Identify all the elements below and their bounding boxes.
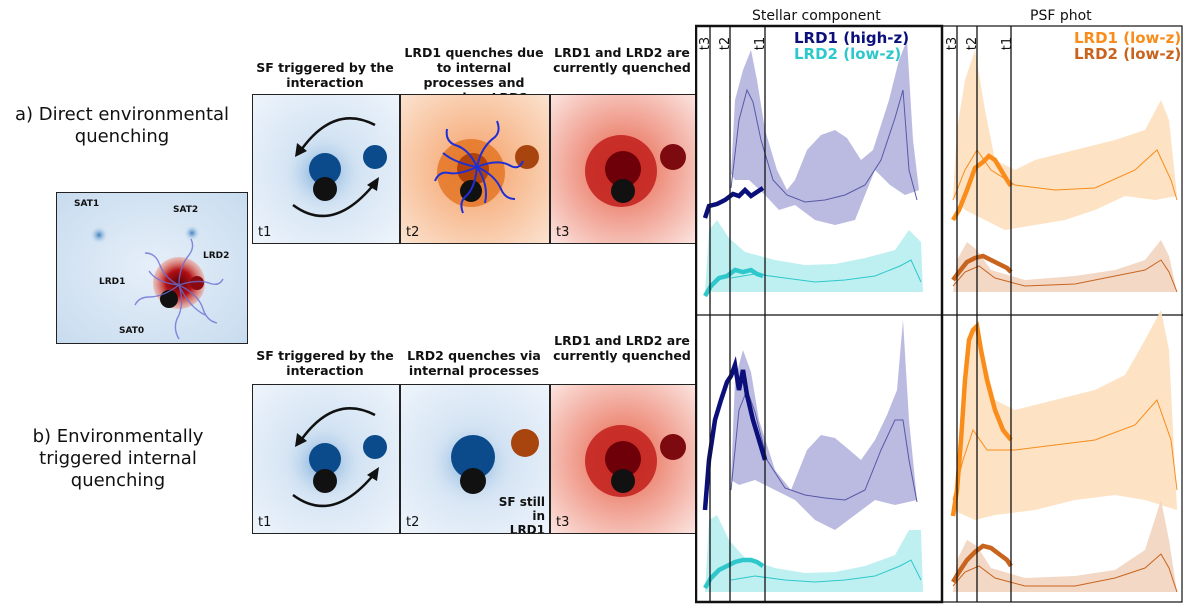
time-label-a1: t1 bbox=[258, 225, 272, 240]
legend-lrd2-low-right: LRD2 (low-z) bbox=[1074, 45, 1182, 63]
time-label-b1: t1 bbox=[258, 515, 272, 530]
row-label-a: a) Direct environmental quenching bbox=[14, 104, 230, 147]
panel-a-t2: t2 bbox=[400, 94, 550, 244]
label-lrd2: LRD2 bbox=[203, 251, 230, 261]
legend-lrd2-low-left: LRD2 (low-z) bbox=[794, 45, 902, 63]
lrd2-low-thick-a bbox=[703, 267, 764, 298]
lrd2-low-median-right-a bbox=[952, 259, 1178, 293]
lrd1-high-median-a bbox=[730, 88, 918, 203]
row-label-b: b) Environmentally triggered internal qu… bbox=[32, 426, 204, 491]
caption-b1: SF triggered by the interaction bbox=[256, 348, 394, 378]
time-label-a3: t3 bbox=[556, 225, 570, 240]
lrd2-low-band-a bbox=[705, 220, 923, 292]
lrd1-low-median-b bbox=[952, 399, 1178, 501]
outflow-lines bbox=[134, 238, 224, 340]
panel-a-t3: t3 bbox=[550, 94, 696, 244]
stellar-component-title: Stellar component bbox=[752, 8, 881, 24]
lrd1-high-thick-b bbox=[702, 356, 768, 511]
psf-phot-title: PSF phot bbox=[1030, 8, 1092, 24]
lrd1-low-thick-a bbox=[951, 153, 1013, 222]
plot-t1-right: t1 bbox=[1000, 36, 1016, 51]
lrd1-high-band-a bbox=[731, 40, 919, 225]
outflow-lines-a2 bbox=[434, 120, 524, 214]
time-label-a2: t2 bbox=[406, 225, 420, 240]
overview-image-panel: SAT1 SAT2 LRD1 LRD2 SAT0 bbox=[56, 192, 248, 344]
caption-b3: LRD1 and LRD2 are currently quenched bbox=[553, 333, 691, 363]
psf-frame bbox=[941, 25, 1183, 603]
panel-b-t3: t3 bbox=[550, 384, 696, 534]
plot-t2-left: t2 bbox=[718, 36, 734, 51]
lrd2-low-median-right-b bbox=[952, 553, 1178, 593]
lrd2-low-thick-right-a bbox=[951, 253, 1013, 282]
time-lines bbox=[709, 26, 1012, 602]
label-sat1: SAT1 bbox=[74, 199, 100, 209]
lrd2-low-band-right-a bbox=[953, 240, 1177, 292]
plot-t3-right: t3 bbox=[945, 36, 961, 51]
caption-a1: SF triggered by the interaction bbox=[256, 60, 394, 90]
panel-b-t1: t1 bbox=[252, 384, 400, 534]
lrd2-low-band-right-b bbox=[953, 500, 1177, 592]
lrd1-high-thick-a bbox=[702, 186, 765, 219]
label-sat2: SAT2 bbox=[173, 205, 199, 215]
legend-lrd1-high: LRD1 (high-z) bbox=[794, 29, 910, 47]
panel-b-t2: t2 SF still in LRD1 bbox=[400, 384, 550, 534]
plot-t2-right: t2 bbox=[965, 36, 981, 51]
label-lrd1: LRD1 bbox=[99, 277, 126, 287]
panel-a-t1: t1 bbox=[252, 94, 400, 244]
lrd1-low-median-a bbox=[952, 149, 1178, 201]
lrd1-high-band-b bbox=[731, 320, 917, 530]
caption-b2: LRD2 quenches via internal processes bbox=[407, 348, 541, 378]
plot-t1-left: t1 bbox=[753, 36, 769, 51]
lrd1-low-thick-b bbox=[950, 321, 1013, 517]
note-sf-still: SF still in LRD1 bbox=[498, 495, 545, 534]
lrd2-low-thick-b bbox=[703, 557, 765, 590]
overview-image bbox=[57, 193, 247, 343]
sfh-plots bbox=[695, 24, 1183, 604]
time-label-b3: t3 bbox=[556, 515, 570, 530]
lrd1-low-band-a bbox=[953, 50, 1177, 230]
lrd2-low-thick-right-b bbox=[951, 543, 1013, 584]
legend-lrd1-low: LRD1 (low-z) bbox=[1074, 29, 1182, 47]
plot-t3-left: t3 bbox=[698, 36, 714, 51]
caption-a3: LRD1 and LRD2 are currently quenched bbox=[553, 45, 691, 75]
time-label-b2: t2 bbox=[406, 515, 420, 530]
lrd1-low-band-b bbox=[953, 310, 1177, 520]
lrd2-low-band-b bbox=[705, 515, 923, 592]
label-sat0: SAT0 bbox=[119, 326, 145, 336]
